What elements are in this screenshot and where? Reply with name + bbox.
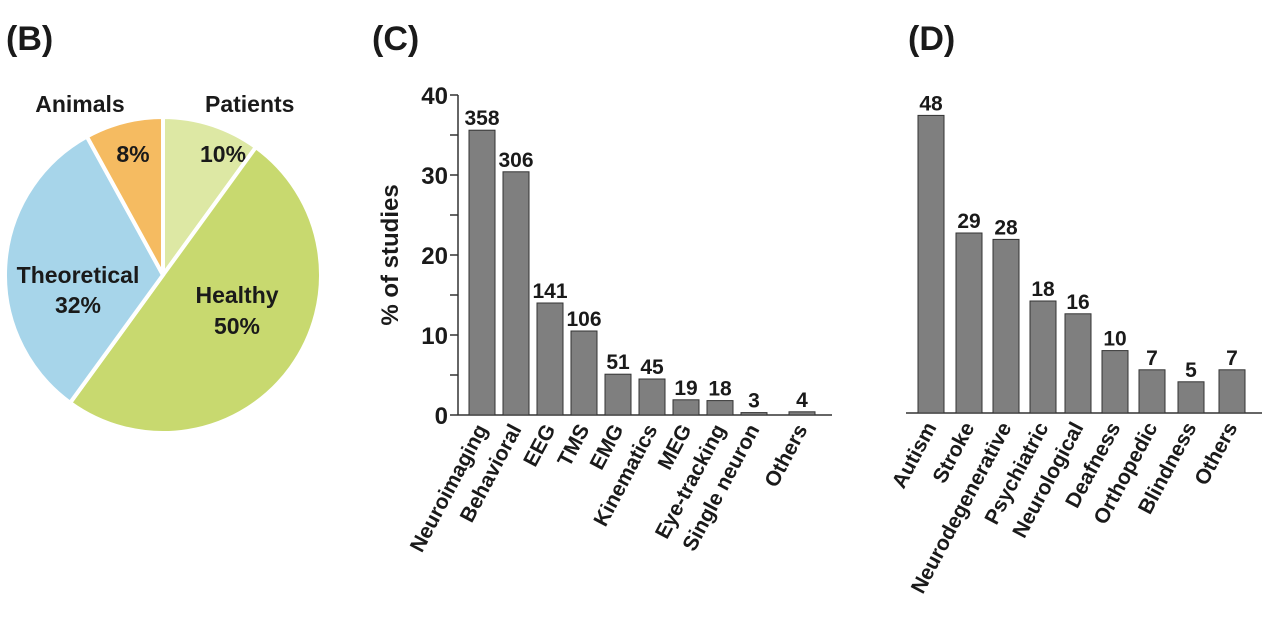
bar-neurological <box>1064 313 1092 414</box>
y-tick-label: 10 <box>421 323 448 350</box>
panel-label-d: (D) <box>908 20 955 58</box>
bar-others <box>1218 369 1246 414</box>
bar-value-label: 18 <box>1031 278 1055 301</box>
bar-value-label: 45 <box>640 356 664 379</box>
bar-value-label: 10 <box>1103 328 1126 351</box>
bar-emg <box>604 373 632 416</box>
pie-label: Healthy <box>195 282 278 308</box>
y-tick-label: 20 <box>421 243 448 270</box>
panel-label-b: (B) <box>6 20 53 58</box>
pie-slice-animals <box>84 114 165 276</box>
y-tick-label: 40 <box>421 83 448 110</box>
bar-orthopedic <box>1138 369 1166 414</box>
bar-value-label: 3 <box>748 390 760 413</box>
bar-psychiatric <box>1029 300 1057 414</box>
bar-value-label: 5 <box>1185 359 1197 382</box>
bar-value-label: 18 <box>708 378 732 401</box>
bar-meg <box>672 399 700 416</box>
bar-value-label: 16 <box>1066 291 1089 314</box>
y-axis-title: % of studies <box>377 184 404 325</box>
bar-value-label: 29 <box>957 210 980 233</box>
bar-chart-patients: 48Autism29Stroke28Neurodegenerative18Psy… <box>888 92 1262 597</box>
bar-eeg <box>536 302 564 416</box>
bar-autism <box>917 114 945 414</box>
pie-slice-patients <box>161 114 259 282</box>
pie-percent: 32% <box>55 292 101 318</box>
bar-single-neuron <box>740 412 768 416</box>
bar-blindness <box>1177 381 1205 414</box>
bar-value-label: 141 <box>532 280 567 303</box>
bar-deafness <box>1101 350 1129 414</box>
x-tick-label: Others <box>760 421 812 492</box>
bar-eye-tracking <box>706 400 734 416</box>
bar-value-label: 106 <box>566 308 601 331</box>
bar-others <box>788 411 816 416</box>
panel-label-c: (C) <box>372 20 419 58</box>
bar-value-label: 358 <box>464 107 499 130</box>
bar-neurodegenerative <box>992 238 1020 414</box>
bar-value-label: 7 <box>1226 347 1238 370</box>
bar-behavioral <box>502 171 530 416</box>
bar-neuroimaging <box>468 129 496 416</box>
bar-value-label: 19 <box>674 377 697 400</box>
bar-tms <box>570 330 598 416</box>
pie-slice-healthy <box>67 144 323 435</box>
bar-value-label: 28 <box>994 216 1018 239</box>
pie-percent: 50% <box>214 313 260 339</box>
bar-value-label: 4 <box>796 389 808 412</box>
pie-percent: 8% <box>116 141 149 167</box>
x-tick-label: EEG <box>519 421 560 471</box>
bar-value-label: 7 <box>1146 347 1158 370</box>
pie-label: Patients <box>205 91 294 117</box>
y-tick-label: 30 <box>421 163 448 190</box>
pie-percent: 10% <box>200 141 246 167</box>
bar-value-label: 48 <box>919 92 943 115</box>
bar-value-label: 306 <box>498 149 533 172</box>
pie-chart: Patients 10% Healthy 50% Theoretical 32% Anima… <box>3 91 323 435</box>
bar-stroke <box>955 232 983 414</box>
pie-label: Animals <box>35 91 124 117</box>
pie-label: Theoretical <box>17 262 140 288</box>
y-tick-label: 0 <box>435 403 448 430</box>
bar-kinematics <box>638 378 666 416</box>
pie-slice-theoretical <box>3 133 166 406</box>
x-tick-label: Autism <box>888 419 942 493</box>
bar-value-label: 51 <box>606 351 630 374</box>
